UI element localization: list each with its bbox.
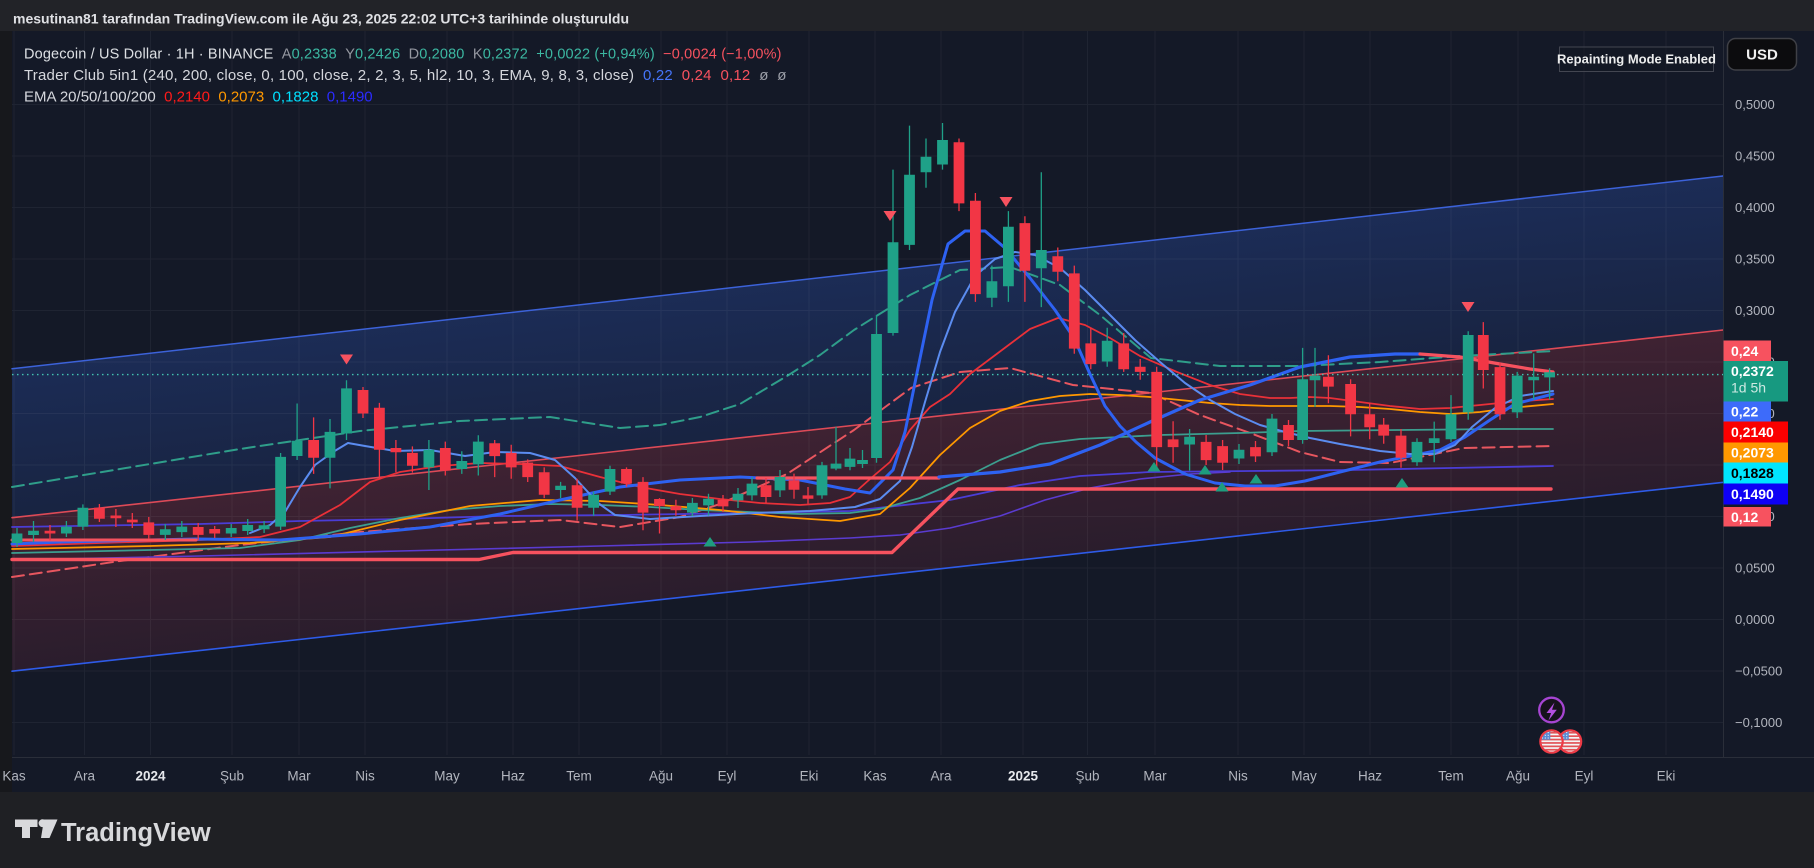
svg-text:−0,1000: −0,1000 xyxy=(1735,715,1782,730)
svg-text:EMA 20/50/100/200 0,2140 0,2: EMA 20/50/100/200 0,2140 0,2073 0,1828 0… xyxy=(24,89,373,106)
svg-text:May: May xyxy=(434,769,460,784)
svg-text:Eyl: Eyl xyxy=(1575,769,1594,784)
svg-text:2024: 2024 xyxy=(135,769,166,784)
svg-text:0,3500: 0,3500 xyxy=(1735,252,1775,267)
svg-text:2025: 2025 xyxy=(1008,769,1039,784)
svg-text:1d 5h: 1d 5h xyxy=(1731,380,1766,396)
svg-text:Ara: Ara xyxy=(74,769,96,784)
svg-text:Şub: Şub xyxy=(1075,769,1099,784)
svg-text:Eyl: Eyl xyxy=(718,769,737,784)
svg-text:Haz: Haz xyxy=(1358,769,1382,784)
svg-text:0,4500: 0,4500 xyxy=(1735,149,1775,164)
svg-text:Eki: Eki xyxy=(800,769,819,784)
svg-text:Eki: Eki xyxy=(1657,769,1676,784)
svg-text:0,12: 0,12 xyxy=(1731,509,1758,525)
svg-text:Mar: Mar xyxy=(287,769,311,784)
svg-text:Ağu: Ağu xyxy=(1506,769,1530,784)
svg-text:Nis: Nis xyxy=(355,769,375,784)
svg-text:0,22: 0,22 xyxy=(1731,404,1758,420)
svg-text:mesutinan81 tarafından Trading: mesutinan81 tarafından TradingView.com i… xyxy=(13,11,629,27)
svg-text:0,0000: 0,0000 xyxy=(1735,612,1775,627)
svg-text:−0,0500: −0,0500 xyxy=(1735,664,1782,679)
svg-text:Haz: Haz xyxy=(501,769,525,784)
svg-text:Trader Club 5in1 (240, 200, cl: Trader Club 5in1 (240, 200, close, 0, 10… xyxy=(24,67,787,84)
svg-text:Dogecoin / US Dollar · 1H · BI: Dogecoin / US Dollar · 1H · BINANCE A0,2… xyxy=(24,47,782,63)
svg-text:Kas: Kas xyxy=(863,769,887,784)
svg-text:0,1490: 0,1490 xyxy=(1731,486,1774,502)
svg-text:Ara: Ara xyxy=(930,769,952,784)
svg-text:0,24: 0,24 xyxy=(1731,343,1758,359)
svg-text:TradingView: TradingView xyxy=(61,819,211,847)
svg-text:May: May xyxy=(1291,769,1317,784)
svg-text:0,1828: 0,1828 xyxy=(1731,465,1774,481)
svg-text:USD: USD xyxy=(1746,47,1778,64)
svg-text:Nis: Nis xyxy=(1228,769,1248,784)
svg-text:0,4000: 0,4000 xyxy=(1735,200,1775,215)
svg-text:0,5000: 0,5000 xyxy=(1735,97,1775,112)
svg-text:0,2372: 0,2372 xyxy=(1731,363,1774,379)
svg-text:Ağu: Ağu xyxy=(649,769,673,784)
svg-text:Kas: Kas xyxy=(2,769,26,784)
svg-text:Mar: Mar xyxy=(1143,769,1167,784)
svg-text:0,3000: 0,3000 xyxy=(1735,303,1775,318)
svg-text:0,0500: 0,0500 xyxy=(1735,561,1775,576)
svg-text:Tem: Tem xyxy=(1438,769,1464,784)
svg-text:0,2140: 0,2140 xyxy=(1731,424,1774,440)
svg-text:Şub: Şub xyxy=(220,769,244,784)
svg-text:Tem: Tem xyxy=(566,769,592,784)
svg-text:Repainting Mode Enabled: Repainting Mode Enabled xyxy=(1557,52,1716,67)
svg-text:0,2073: 0,2073 xyxy=(1731,445,1774,461)
